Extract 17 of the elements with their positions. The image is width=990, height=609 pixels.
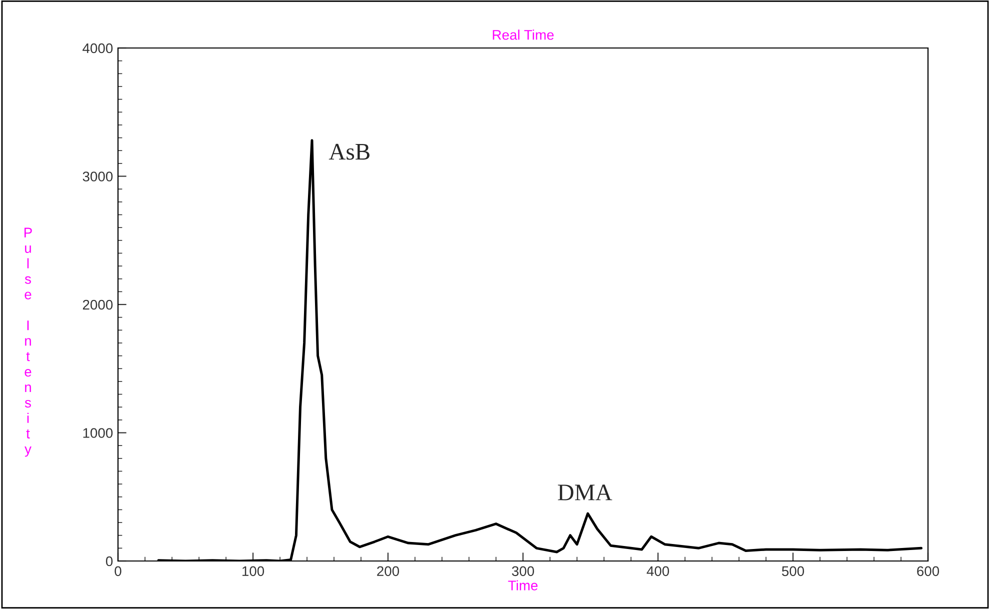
- x-tick-label: 0: [114, 566, 122, 576]
- y-tick-label: 3000: [82, 172, 113, 182]
- y-tick-label: 4000: [82, 43, 113, 54]
- x-axis-title: Time: [508, 580, 538, 590]
- annotation: AsB: [328, 144, 370, 160]
- y-tick-label: 0: [106, 556, 113, 566]
- x-tick-label: 600: [917, 566, 940, 576]
- x-tick-label: 200: [377, 566, 400, 576]
- x-tick-label: 500: [782, 566, 804, 576]
- x-tick-label: 300: [512, 566, 534, 576]
- y-tick-label: 2000: [82, 300, 113, 310]
- x-tick-label: 100: [242, 566, 264, 576]
- text: Pulse Intensity: [24, 228, 32, 457]
- chart-title: Real Time: [492, 30, 554, 40]
- y-tick-label: 1000: [83, 428, 113, 438]
- annotation: DMA: [558, 484, 612, 500]
- x-tick-label: 400: [646, 566, 670, 576]
